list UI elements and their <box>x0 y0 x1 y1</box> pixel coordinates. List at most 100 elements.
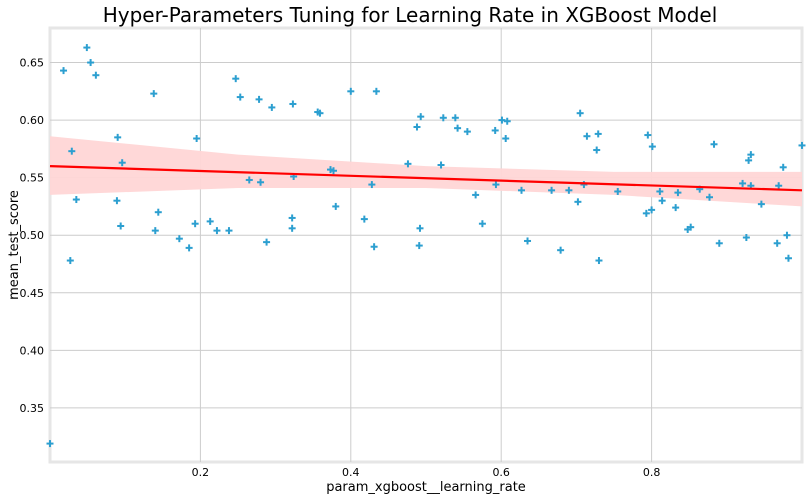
scatter-point <box>191 220 199 228</box>
scatter-point <box>594 130 602 138</box>
scatter-point <box>784 254 792 262</box>
scatter-point <box>557 246 565 254</box>
scatter-point <box>154 208 162 216</box>
scatter-point <box>193 135 201 143</box>
scatter-point <box>773 239 781 247</box>
scatter-point <box>288 214 296 222</box>
scatter-point <box>232 75 240 83</box>
y-tick-label: 0.55 <box>20 172 45 185</box>
scatter-point <box>117 222 125 230</box>
y-axis-label: mean_test_score <box>7 190 22 300</box>
scatter-point <box>656 187 664 195</box>
scatter-point <box>360 215 368 223</box>
scatter-point <box>185 244 193 252</box>
scatter-point <box>68 147 76 155</box>
scatter-point <box>492 181 500 189</box>
scatter-point <box>742 234 750 242</box>
scatter-point <box>113 197 121 205</box>
x-tick-label: 0.6 <box>492 466 510 479</box>
scatter-point <box>472 191 480 199</box>
scatter-point <box>747 151 755 159</box>
scatter-point <box>263 238 271 246</box>
scatter-point <box>417 113 425 121</box>
scatter-point <box>236 93 244 101</box>
trend-line-group <box>49 165 803 192</box>
scatter-point <box>330 167 338 175</box>
scatter-point <box>642 209 650 217</box>
scatter-point <box>574 198 582 206</box>
scatter-points <box>46 44 806 448</box>
scatter-point <box>151 227 159 235</box>
scatter-point <box>548 186 556 194</box>
scatter-point <box>257 178 265 186</box>
scatter-point <box>706 193 714 201</box>
scatter-point <box>454 124 462 132</box>
scatter-point <box>715 239 723 247</box>
y-tick-label: 0.50 <box>20 229 45 242</box>
scatter-point <box>779 163 787 171</box>
scatter-point <box>66 257 74 265</box>
x-tick-label: 0.2 <box>192 466 210 479</box>
scatter-point <box>658 197 666 205</box>
scatter-point <box>413 123 421 131</box>
scatter-point <box>674 189 682 197</box>
scatter-point <box>213 227 221 235</box>
scatter-point <box>416 224 424 232</box>
y-tick-label: 0.60 <box>20 114 45 127</box>
scatter-point <box>87 59 95 67</box>
plot-area <box>48 26 804 464</box>
scatter-point <box>206 217 214 225</box>
scatter-point <box>648 143 656 151</box>
scatter-point <box>503 117 511 125</box>
y-tick-label: 0.45 <box>20 287 45 300</box>
scatter-point <box>72 196 80 204</box>
scatter-point <box>614 187 622 195</box>
scatter-point <box>370 243 378 251</box>
x-tick-label: 0.4 <box>342 466 360 479</box>
scatter-point <box>83 44 91 52</box>
confidence-band <box>50 136 802 207</box>
scatter-point <box>524 237 532 245</box>
scatter-point <box>672 204 680 212</box>
scatter-point <box>451 114 459 122</box>
scatter-point <box>175 235 183 243</box>
scatter-point <box>595 257 603 265</box>
x-tick-label: 0.8 <box>643 466 661 479</box>
scatter-point <box>404 160 412 168</box>
x-axis-label: param_xgboost__learning_rate <box>326 480 526 495</box>
scatter-point <box>150 90 158 98</box>
scatter-point <box>92 71 100 79</box>
scatter-point <box>644 131 652 139</box>
scatter-point <box>463 128 471 136</box>
scatter-point <box>593 146 601 154</box>
scatter-point <box>583 132 591 140</box>
scatter-point <box>372 87 380 95</box>
scatter-point <box>739 179 747 187</box>
confidence-band-group <box>50 136 802 207</box>
scatter-point <box>60 67 68 75</box>
scatter-point <box>368 181 376 189</box>
scatter-point <box>687 223 695 231</box>
scatter-point <box>289 100 297 108</box>
scatter-point <box>775 182 783 190</box>
scatter-point <box>225 227 233 235</box>
scatter-point <box>332 202 340 210</box>
scatter-point <box>565 186 573 194</box>
scatter-point <box>114 133 122 141</box>
scatter-point <box>491 126 499 134</box>
scatter-point <box>498 116 506 124</box>
scatter-point <box>710 140 718 148</box>
scatter-point <box>245 176 253 184</box>
scatter-point <box>439 114 447 122</box>
scatter-point <box>648 206 656 214</box>
scatter-point <box>347 87 355 95</box>
scatter-point <box>783 231 791 239</box>
scatter-point <box>46 440 54 448</box>
scatter-point <box>268 103 276 111</box>
scatter-point <box>437 161 445 169</box>
scatter-point <box>757 200 765 208</box>
chart-title: Hyper-Parameters Tuning for Learning Rat… <box>103 3 718 27</box>
regression-line <box>49 165 803 192</box>
y-tick-label: 0.40 <box>20 344 45 357</box>
